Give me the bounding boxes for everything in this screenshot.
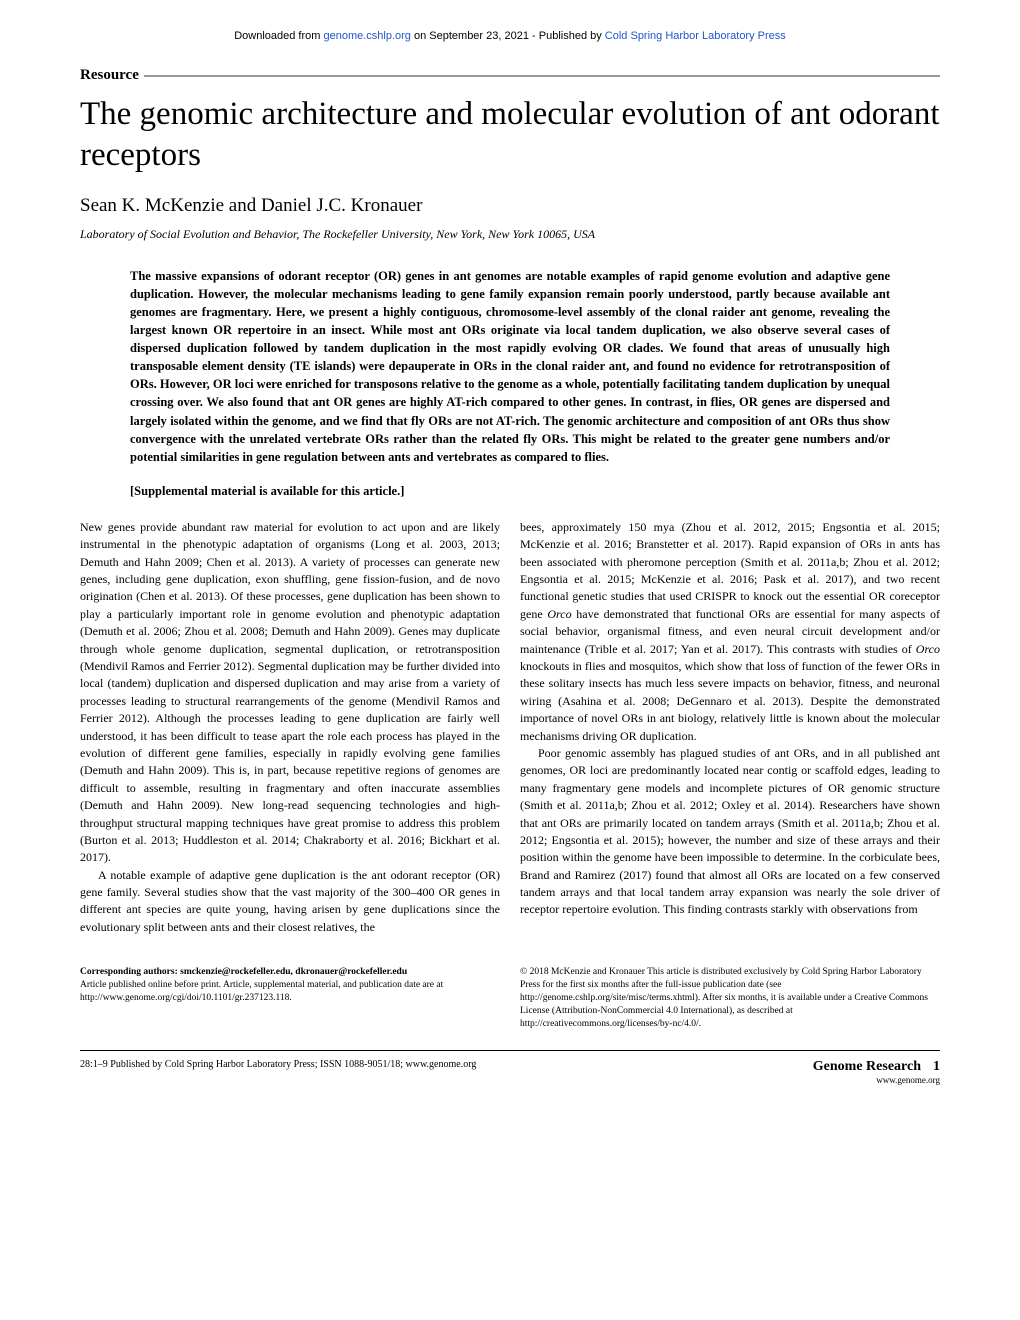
body-paragraph: bees, approximately 150 mya (Zhou et al.…	[520, 519, 940, 745]
download-banner: Downloaded from genome.cshlp.org on Sept…	[80, 30, 940, 42]
gene-name: Orco	[916, 642, 940, 656]
corresponding-emails: smckenzie@rockefeller.edu, dkronauer@roc…	[180, 967, 407, 977]
corresponding-authors: Corresponding authors: smckenzie@rockefe…	[80, 966, 500, 979]
supplemental-note: [Supplemental material is available for …	[130, 484, 890, 499]
banner-link-cshl[interactable]: Cold Spring Harbor Laboratory Press	[605, 30, 786, 42]
copyright-notice: © 2018 McKenzie and Kronauer This articl…	[520, 966, 940, 1030]
section-header: Resource	[80, 67, 940, 84]
footer-right: © 2018 McKenzie and Kronauer This articl…	[520, 966, 940, 1030]
journal-name: Genome Research	[813, 1059, 921, 1074]
body-column-left: New genes provide abundant raw material …	[80, 519, 500, 936]
article-title: The genomic architecture and molecular e…	[80, 94, 940, 177]
banner-link-genome[interactable]: genome.cshlp.org	[323, 30, 410, 42]
corresponding-label: Corresponding authors:	[80, 967, 180, 977]
bottom-bar: 28:1–9 Published by Cold Spring Harbor L…	[80, 1050, 940, 1085]
abstract: The massive expansions of odorant recept…	[130, 267, 890, 466]
bottom-journal-block: Genome Research 1 www.genome.org	[813, 1059, 940, 1085]
footer-notes: Corresponding authors: smckenzie@rockefe…	[80, 966, 940, 1030]
affiliation: Laboratory of Social Evolution and Behav…	[80, 227, 940, 242]
body-text: New genes provide abundant raw material …	[80, 519, 940, 936]
authors: Sean K. McKenzie and Daniel J.C. Kronaue…	[80, 195, 940, 217]
gene-name: Orco	[547, 607, 571, 621]
journal-url: www.genome.org	[813, 1075, 940, 1085]
section-label: Resource	[80, 67, 144, 84]
page-number: 1	[933, 1059, 940, 1074]
body-paragraph: A notable example of adaptive gene dupli…	[80, 867, 500, 937]
body-paragraph: New genes provide abundant raw material …	[80, 519, 500, 867]
banner-prefix: Downloaded from	[234, 30, 323, 42]
banner-middle: on September 23, 2021 - Published by	[411, 30, 605, 42]
body-column-right: bees, approximately 150 mya (Zhou et al.…	[520, 519, 940, 936]
bottom-citation: 28:1–9 Published by Cold Spring Harbor L…	[80, 1059, 476, 1070]
footer-left: Corresponding authors: smckenzie@rockefe…	[80, 966, 500, 1030]
body-paragraph: Poor genomic assembly has plagued studie…	[520, 745, 940, 919]
section-rule	[144, 75, 940, 77]
article-publication-note: Article published online before print. A…	[80, 979, 500, 1005]
